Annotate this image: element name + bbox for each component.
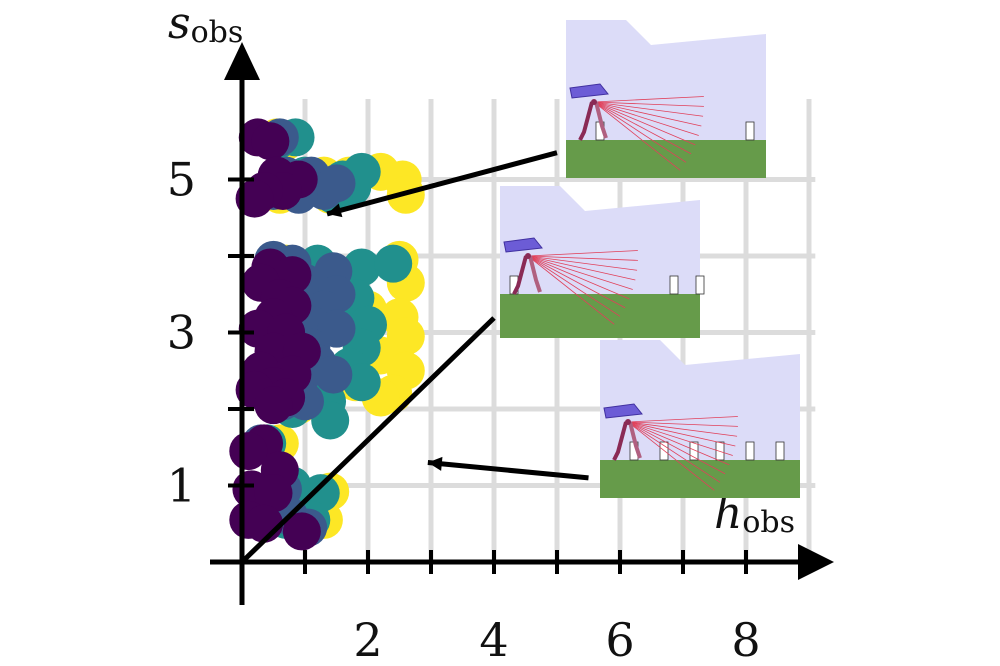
annotation-arrow (326, 150, 558, 217)
sensor-ray (527, 255, 638, 261)
obstacle (695, 275, 705, 295)
sensor-ray (527, 255, 621, 317)
ground (500, 294, 700, 338)
sensor-ray (627, 421, 738, 427)
sensor-ray (527, 255, 626, 309)
obstacle (745, 121, 755, 141)
robot-head (569, 83, 609, 99)
y-tick-label: 5 (167, 153, 196, 207)
x-tick-label: 8 (731, 613, 760, 666)
robot-leg (628, 421, 642, 459)
y-axis-arrowhead (224, 42, 260, 80)
sensor-ray (593, 101, 704, 107)
data-point (282, 512, 321, 551)
data-point (254, 386, 293, 425)
obstacle (775, 441, 785, 461)
sensor-ray (527, 250, 638, 257)
robot-joint (591, 99, 597, 105)
sensor-ray (593, 101, 696, 146)
data-point (251, 122, 290, 161)
sensor-ray (627, 421, 721, 483)
obstacle (745, 441, 755, 461)
inset-bottom (600, 340, 800, 498)
obstacle (715, 441, 725, 461)
inset-middle (500, 186, 705, 338)
robot-joint (525, 253, 531, 259)
insets (500, 20, 800, 498)
obstacle (689, 441, 699, 461)
data-point (245, 504, 284, 543)
robot-head (503, 237, 543, 253)
diagonal-line (240, 316, 496, 564)
robot-leg (594, 101, 608, 139)
sensor-ray (627, 421, 736, 447)
robot-head (603, 403, 643, 419)
robot-leg (612, 421, 628, 461)
sensor-ray (627, 421, 726, 475)
robot-joint (625, 419, 631, 425)
obstacle (669, 275, 679, 295)
robot-leg (528, 255, 542, 293)
robot-leg (512, 255, 528, 295)
data-point (235, 179, 274, 218)
sky (566, 20, 766, 140)
sensor-ray (527, 255, 630, 300)
data-point (342, 248, 381, 287)
sky (500, 186, 700, 294)
data-point (229, 432, 268, 471)
sensor-ray (527, 255, 633, 290)
data-point (374, 244, 413, 283)
sensor-ray (593, 101, 702, 127)
sensor-ray (593, 101, 687, 163)
sensor-ray (627, 416, 738, 423)
sensor-ray (593, 101, 681, 171)
data-point (254, 474, 293, 513)
sensor-ray (627, 421, 715, 491)
sensor-ray (627, 421, 738, 437)
annotation-arrow (427, 460, 589, 481)
data-point (317, 164, 356, 203)
sensor-ray (527, 255, 638, 271)
annotation-arrowhead (327, 203, 343, 218)
sensor-ray (627, 421, 730, 466)
sensor-ray (593, 101, 692, 155)
y-tick-label: 1 (167, 459, 196, 513)
robot-leg (578, 101, 594, 141)
tick-labels: 2 4 6 8 1 3 5 (167, 153, 761, 666)
annotation-arrows (240, 150, 589, 564)
x-tick-label: 2 (353, 613, 382, 666)
data-point (314, 355, 353, 394)
sensor-ray (527, 255, 615, 325)
sensor-ray (527, 255, 636, 281)
axes (210, 42, 834, 605)
sensor-ray (627, 421, 733, 456)
annotation-arrowhead (427, 456, 443, 471)
sensor-ray (593, 101, 699, 136)
sensor-ray (593, 96, 704, 103)
sky (600, 340, 800, 460)
y-axis-label: sobs (168, 0, 243, 50)
sensor-ray (593, 101, 704, 117)
data-points (229, 118, 425, 551)
inset-top (566, 20, 766, 178)
x-tick-label: 6 (605, 613, 634, 666)
x-tick-label: 4 (479, 613, 508, 666)
y-tick-label: 3 (167, 306, 196, 360)
x-axis-arrowhead (798, 544, 834, 580)
